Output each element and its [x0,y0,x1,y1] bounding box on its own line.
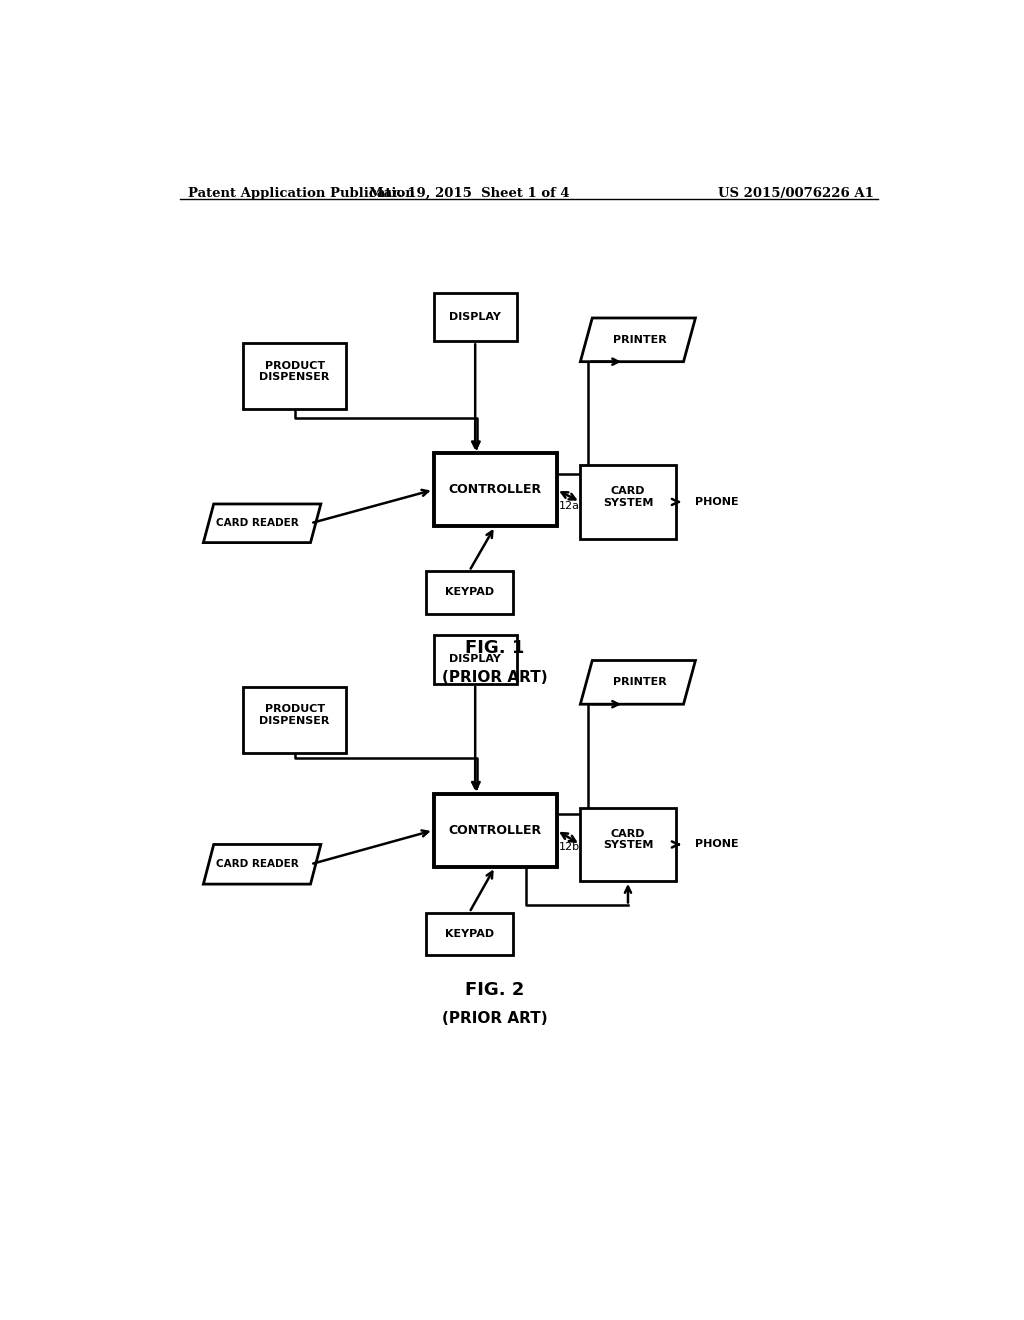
Text: PRINTER: PRINTER [613,335,667,345]
Text: KEYPAD: KEYPAD [444,929,494,939]
Bar [433,293,517,342]
Text: US 2015/0076226 A1: US 2015/0076226 A1 [718,187,873,199]
Text: CONTROLLER: CONTROLLER [449,483,542,496]
Text: CARD
SYSTEM: CARD SYSTEM [603,486,653,508]
Text: (PRIOR ART): (PRIOR ART) [442,669,548,685]
Bar [581,466,676,539]
Text: PRODUCT
DISPENSER: PRODUCT DISPENSER [259,704,330,726]
Text: DISPLAY: DISPLAY [450,312,501,322]
Text: CARD READER: CARD READER [216,859,298,870]
Text: CARD
SYSTEM: CARD SYSTEM [603,829,653,850]
Bar [581,808,676,880]
Bar [243,686,346,752]
Polygon shape [581,660,695,704]
Text: PRODUCT
DISPENSER: PRODUCT DISPENSER [259,360,330,381]
Text: FIG. 2: FIG. 2 [465,981,524,999]
Polygon shape [204,504,321,543]
Text: 12b: 12b [559,842,580,853]
Polygon shape [204,845,321,884]
Text: 12a: 12a [559,500,580,511]
Text: CONTROLLER: CONTROLLER [449,824,542,837]
Text: KEYPAD: KEYPAD [444,587,494,598]
Bar [433,453,557,527]
Polygon shape [581,318,695,362]
Bar [433,635,517,684]
Text: PHONE: PHONE [695,496,739,507]
Text: CARD READER: CARD READER [216,519,298,528]
Bar [426,912,513,956]
Text: (PRIOR ART): (PRIOR ART) [442,1011,548,1026]
Bar [243,343,346,409]
Text: DISPLAY: DISPLAY [450,655,501,664]
Bar [426,572,513,614]
Bar [433,793,557,867]
Text: FIG. 1: FIG. 1 [465,639,524,657]
Text: PRINTER: PRINTER [613,677,667,688]
Text: Patent Application Publication: Patent Application Publication [187,187,415,199]
Text: PHONE: PHONE [695,840,739,850]
Text: Mar. 19, 2015  Sheet 1 of 4: Mar. 19, 2015 Sheet 1 of 4 [369,187,569,199]
